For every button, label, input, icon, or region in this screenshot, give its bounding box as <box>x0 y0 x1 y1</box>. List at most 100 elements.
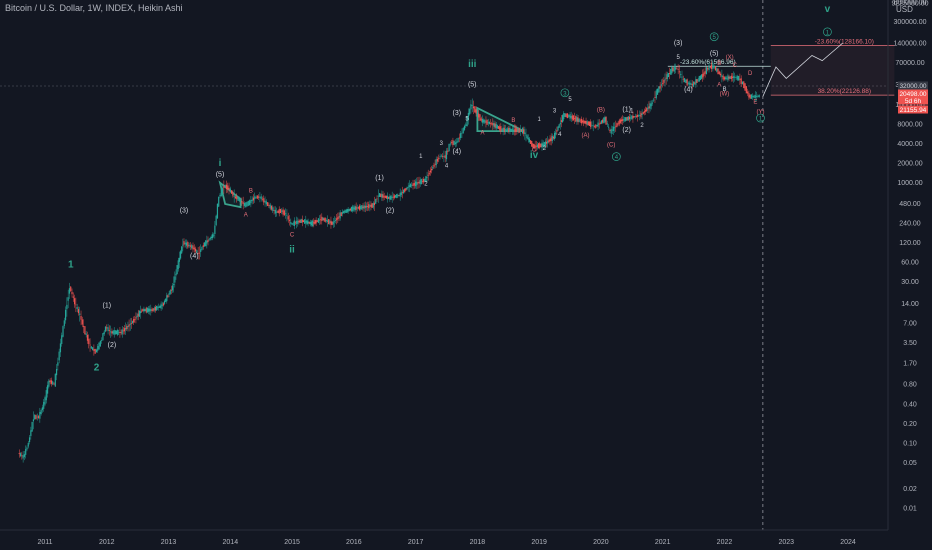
candle-body <box>383 196 385 198</box>
wave-label: (2) <box>622 127 631 134</box>
candle-body <box>300 218 302 224</box>
candle-body <box>707 68 709 70</box>
candle-body <box>369 205 371 207</box>
candle-body <box>306 219 308 225</box>
candle-body <box>593 126 596 127</box>
candle-body <box>404 188 406 193</box>
candle-body <box>134 319 136 321</box>
candle-body <box>153 308 155 311</box>
candle-body <box>187 242 189 248</box>
candle-body <box>256 195 258 199</box>
candle-body <box>556 130 558 132</box>
candle-body <box>298 221 300 223</box>
candle-body <box>609 129 611 132</box>
candle-body <box>127 326 129 328</box>
candle-body <box>575 116 577 122</box>
candle-body <box>578 118 580 122</box>
price-badge-label: 32000.00 <box>899 83 926 90</box>
candle-body <box>36 416 38 418</box>
candle-body <box>431 169 433 171</box>
candle-body <box>651 102 653 104</box>
candle-body <box>85 333 87 335</box>
candle-body <box>159 305 161 308</box>
candle-body <box>744 83 746 91</box>
candle-body <box>478 113 480 118</box>
candle-body <box>608 126 610 128</box>
wave-label: (1) <box>102 303 111 310</box>
candle-body <box>566 113 569 119</box>
candle-body <box>22 455 24 459</box>
candle-body <box>610 129 612 134</box>
candle-body <box>678 71 681 73</box>
candle-body <box>602 119 604 123</box>
candle-body <box>242 202 244 204</box>
candle-body <box>596 125 598 127</box>
candle-body <box>544 141 547 146</box>
candle-body <box>316 220 318 222</box>
candle-body <box>649 103 651 109</box>
candle-body <box>483 119 485 123</box>
candle-body <box>460 133 462 139</box>
candle-body <box>632 115 634 119</box>
price-tick-label: 0.20 <box>903 421 917 428</box>
candle-body <box>552 136 555 139</box>
candle-body <box>481 118 484 123</box>
triangle-pattern <box>218 180 242 209</box>
candle-body <box>305 220 307 223</box>
wave-label: C <box>733 63 738 69</box>
candle-body <box>371 203 373 208</box>
candle-body <box>412 183 414 187</box>
candle-body <box>576 117 578 122</box>
wave-label: (A) <box>581 133 589 139</box>
candle-body <box>381 193 383 198</box>
candle-body <box>398 195 400 196</box>
candle-body <box>348 208 350 212</box>
candle-body <box>83 326 85 327</box>
candle-body <box>67 297 69 301</box>
candle-body <box>135 317 137 319</box>
candle-body <box>470 104 472 110</box>
candle-body <box>121 329 123 335</box>
candle-body <box>233 196 235 197</box>
candle-body <box>286 214 288 216</box>
candle-body <box>597 122 599 127</box>
price-tick-label: 7.00 <box>903 320 917 327</box>
candle-body <box>415 181 417 187</box>
candle-body <box>215 215 217 226</box>
candle-body <box>157 307 159 309</box>
candle-body <box>454 142 457 145</box>
time-tick-label: 2016 <box>346 539 362 546</box>
candle-body <box>268 205 270 207</box>
candle-body <box>568 115 570 117</box>
candle-body <box>705 67 708 74</box>
candle-body <box>111 331 113 334</box>
candle-body <box>77 309 80 314</box>
candle-body <box>448 143 450 152</box>
candle-body <box>246 201 248 207</box>
candle-body <box>301 219 303 223</box>
candle-body <box>341 212 344 214</box>
candle-body <box>304 219 306 224</box>
candle-body <box>106 327 108 329</box>
candle-body <box>584 120 586 124</box>
candle-body <box>747 91 749 94</box>
candle-body <box>512 129 515 131</box>
price-tick-label: 8000.00 <box>897 121 922 128</box>
candle-body <box>409 183 412 188</box>
candle-body <box>34 415 36 420</box>
candle-body <box>457 137 459 143</box>
candle-body <box>302 220 305 223</box>
candle-body <box>380 193 382 198</box>
candle-body <box>21 455 23 457</box>
candle-body <box>542 143 544 147</box>
candle-body <box>516 128 518 132</box>
candle-body <box>75 304 77 306</box>
price-tick-label: 0.10 <box>903 440 917 447</box>
candle-body <box>622 119 624 121</box>
candle-body <box>23 454 26 457</box>
candle-body <box>174 276 176 283</box>
candle-body <box>59 343 62 353</box>
candle-body <box>31 421 33 432</box>
candle-body <box>730 75 732 80</box>
